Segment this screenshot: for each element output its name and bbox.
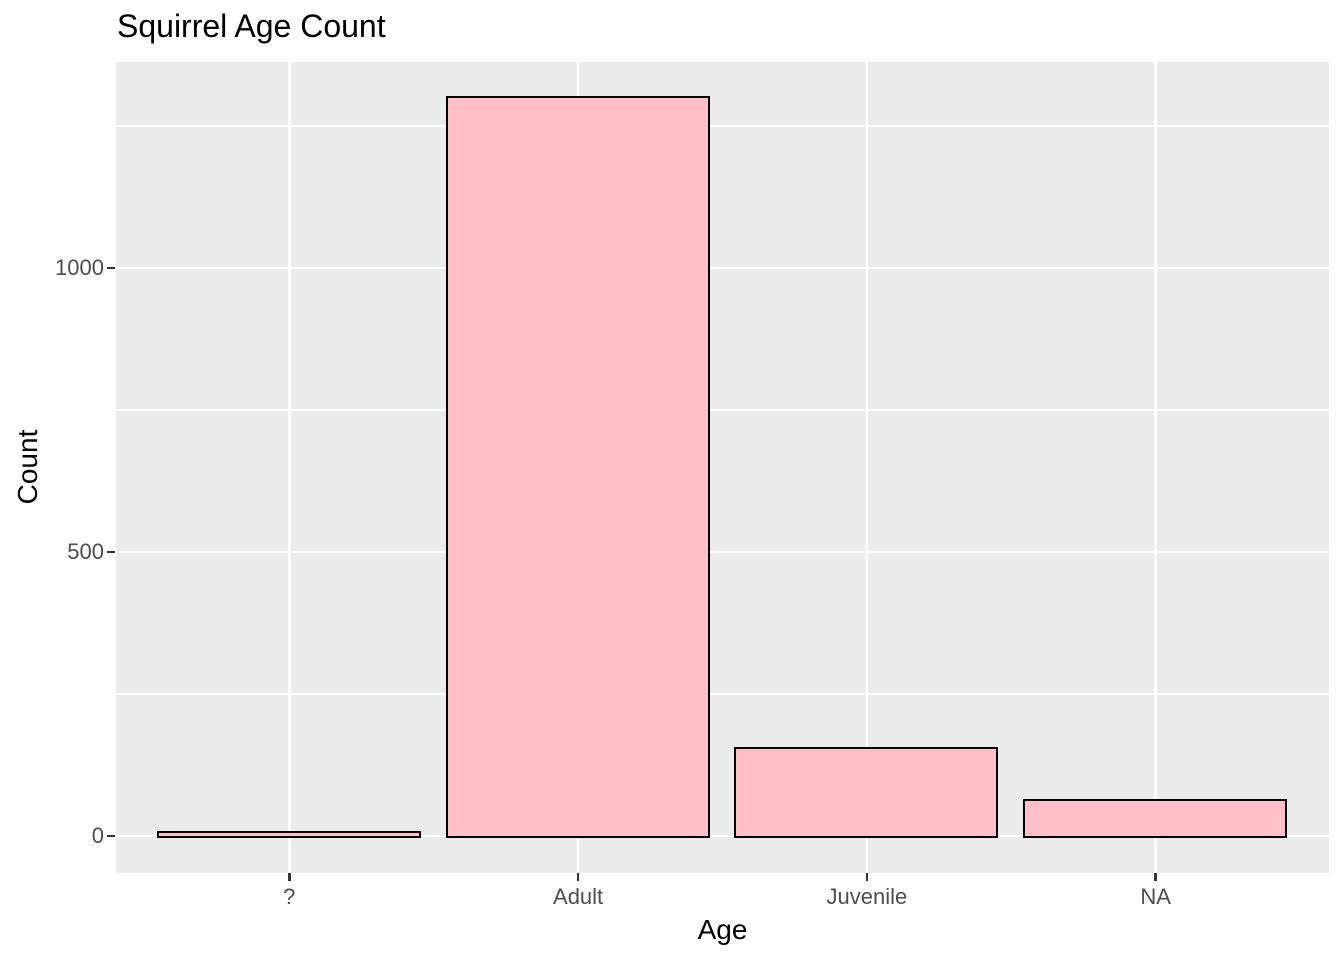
y-tick-mark: [107, 266, 115, 270]
y-tick-label: 1000: [55, 255, 104, 281]
bar-: [156, 831, 421, 838]
bar-juvenile: [734, 746, 999, 838]
plot-panel: [116, 62, 1329, 873]
gridline-minor: [116, 693, 1329, 695]
bar-na: [1023, 798, 1288, 838]
gridline-major-vertical: [1154, 62, 1157, 873]
chart-title: Squirrel Age Count: [117, 8, 386, 44]
gridline-major-vertical: [288, 62, 291, 873]
x-tick-label: Juvenile: [826, 884, 908, 909]
gridline-minor: [116, 125, 1329, 127]
x-tick-mark: [576, 873, 580, 881]
y-tick-label: 500: [67, 539, 104, 565]
x-tick-label: ?: [283, 884, 296, 909]
gridline-major: [116, 550, 1329, 554]
x-tick-mark: [288, 873, 291, 881]
gridline-major: [116, 834, 1329, 838]
x-tick-mark: [1154, 873, 1157, 881]
y-tick-label: 0: [91, 823, 104, 849]
bar-adult: [445, 96, 710, 838]
y-tick-mark: [107, 550, 115, 554]
gridline-minor: [116, 409, 1329, 411]
y-axis-title: Count: [12, 429, 43, 505]
gridline-major: [116, 266, 1329, 270]
x-tick-label: Adult: [553, 884, 604, 909]
x-axis-title: Age: [697, 914, 748, 945]
y-tick-mark: [107, 834, 115, 838]
gridline-major-vertical: [865, 62, 869, 873]
x-tick-mark: [865, 873, 869, 881]
x-tick-label: NA: [1140, 884, 1171, 909]
